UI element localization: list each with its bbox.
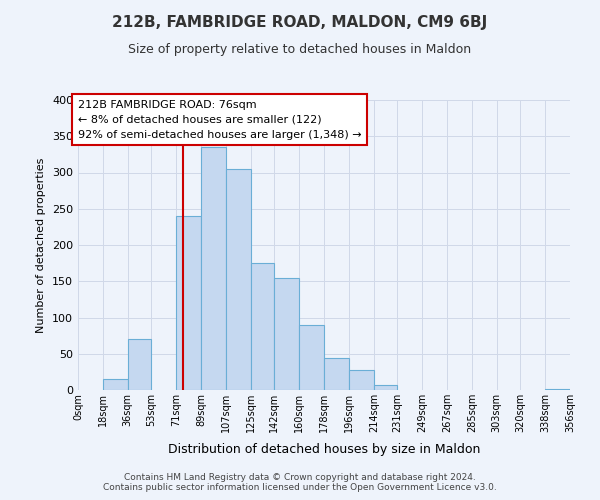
Bar xyxy=(201,147,226,390)
Bar xyxy=(324,358,349,390)
X-axis label: Distribution of detached houses by size in Maldon: Distribution of detached houses by size … xyxy=(168,444,480,456)
Bar xyxy=(545,388,570,390)
Y-axis label: Number of detached properties: Number of detached properties xyxy=(37,158,46,332)
Bar xyxy=(374,385,397,390)
Bar xyxy=(103,379,128,390)
Bar xyxy=(128,339,151,390)
Bar xyxy=(299,325,324,390)
Text: Contains public sector information licensed under the Open Government Licence v3: Contains public sector information licen… xyxy=(103,484,497,492)
Text: Contains HM Land Registry data © Crown copyright and database right 2024.: Contains HM Land Registry data © Crown c… xyxy=(124,474,476,482)
Bar xyxy=(226,169,251,390)
Text: Size of property relative to detached houses in Maldon: Size of property relative to detached ho… xyxy=(128,42,472,56)
Text: 212B, FAMBRIDGE ROAD, MALDON, CM9 6BJ: 212B, FAMBRIDGE ROAD, MALDON, CM9 6BJ xyxy=(112,15,488,30)
Bar xyxy=(349,370,374,390)
Text: 212B FAMBRIDGE ROAD: 76sqm
← 8% of detached houses are smaller (122)
92% of semi: 212B FAMBRIDGE ROAD: 76sqm ← 8% of detac… xyxy=(78,100,362,140)
Bar xyxy=(251,263,274,390)
Bar xyxy=(176,216,201,390)
Bar xyxy=(274,278,299,390)
